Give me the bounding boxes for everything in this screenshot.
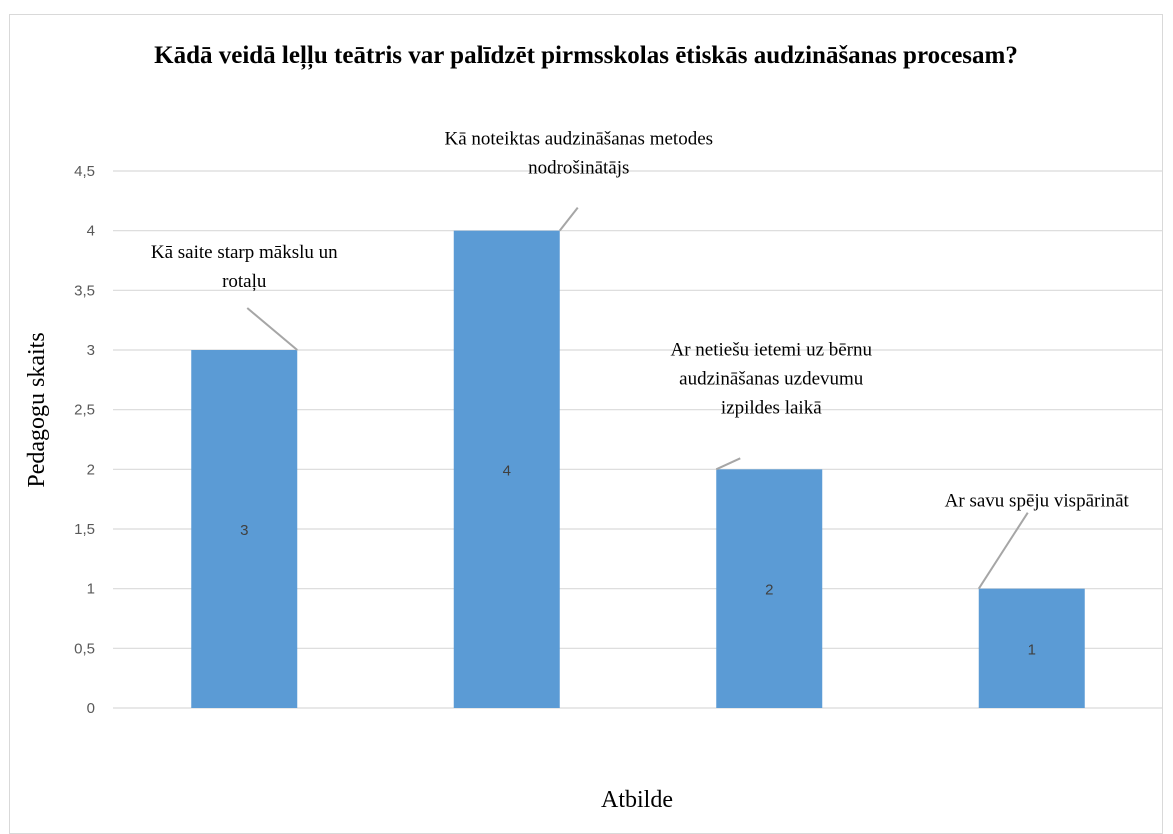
bar [453,230,560,708]
y-tick-label: 0,5 [74,640,95,657]
value-labels: 3 4 2 1 [240,462,1036,658]
label-leader-line [977,512,1029,590]
y-tick-label: 3,5 [74,282,95,299]
y-tick-label: 0 [87,700,95,717]
category-label: nodrošinātājs [528,158,629,179]
category-label: Kā noteiktas audzināšanas metodes [444,129,713,150]
bar [191,350,298,708]
y-tick-label: 2,5 [74,402,95,419]
y-axis-title: Pedagogu skaits [24,332,50,487]
y-tick-label: 4,5 [74,163,95,180]
bar-value-label: 1 [1028,641,1036,658]
label-leader-lines [246,207,1029,590]
label-leader-line [715,457,741,471]
category-labels: Kā saite starp mākslu un rotaļu Kā noteikt… [151,129,1130,512]
category-label: izpildes laikā [721,397,822,418]
y-axis-ticks: 0 0,5 1 1,5 2 2,5 3 3,5 4 4,5 [74,163,95,717]
y-tick-label: 2 [87,461,95,478]
y-tick-label: 1,5 [74,521,95,538]
category-label: rotaļu [222,271,267,292]
label-leader-line [246,307,298,351]
x-axis-title: Atbilde [601,787,673,813]
y-tick-label: 4 [87,223,95,240]
category-label: audzināšanas uzdevumu [679,368,864,389]
chart-title: Kādā veidā leļļu teātris var palīdzēt pi… [154,42,1018,70]
y-tick-label: 1 [87,581,95,598]
category-label: Ar netiešu ietemi uz bērnu [670,339,872,360]
bars [191,230,1085,708]
bar-value-label: 2 [765,582,773,599]
y-tick-label: 3 [87,342,95,359]
bar [716,469,823,708]
label-leader-line [558,207,579,232]
bar-value-label: 3 [240,522,248,539]
bar-value-label: 4 [503,462,511,479]
bar [978,588,1085,708]
category-label: Kā saite starp mākslu un [151,242,338,263]
category-label: Ar savu spēju vispārināt [945,491,1130,512]
